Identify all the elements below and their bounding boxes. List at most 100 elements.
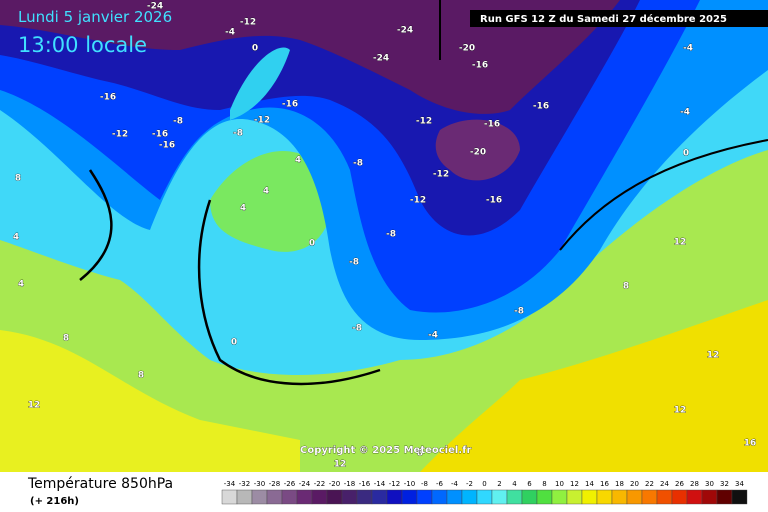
legend-label: -8 <box>421 480 428 488</box>
contour-label: -8 <box>233 129 243 139</box>
contour-label: -12 <box>410 196 426 206</box>
contour-label: 12 <box>28 401 41 411</box>
contour-label: 8 <box>623 282 629 292</box>
contour-label: -8 <box>173 117 183 127</box>
contour-label: -12 <box>112 130 128 140</box>
legend-swatch <box>566 489 583 505</box>
contour-label: 16 <box>744 439 757 449</box>
legend-label: -2 <box>466 480 473 488</box>
contour-label: 4 <box>240 204 246 214</box>
legend-label: 30 <box>705 480 714 488</box>
legend-swatch <box>671 489 688 505</box>
legend-swatch <box>536 489 553 505</box>
legend-label: -6 <box>436 480 444 488</box>
legend-swatch <box>476 489 493 505</box>
contour-label: -4 <box>680 108 690 118</box>
legend-label: -24 <box>299 480 311 488</box>
legend-swatch <box>611 489 628 505</box>
legend-swatch <box>386 489 403 505</box>
legend-label: -12 <box>389 480 400 488</box>
contour-labels: -24-12-24-20-16-24-40 -4-16-8-12 -16-16-16… <box>13 1 757 470</box>
contour-label: -16 <box>152 130 168 140</box>
legend-label: 12 <box>570 480 579 488</box>
legend-swatch <box>416 489 433 505</box>
color-legend: -34 -32 -30 -28 -26 -24 -22 -20 -18 -16 -14 -12 -10-… <box>221 480 748 505</box>
legend-label: -28 <box>269 480 280 488</box>
contour-label: 0 <box>252 44 258 54</box>
lead-time: (+ 216h) <box>30 496 79 507</box>
contour-label: -8 <box>352 324 362 334</box>
legend-label: 24 <box>660 480 669 488</box>
legend-label: -10 <box>404 480 415 488</box>
local-time: 13:00 locale <box>18 33 147 57</box>
legend-label: 28 <box>690 480 699 488</box>
contour-label: -16 <box>100 93 116 103</box>
contour-label: 0 <box>309 239 315 249</box>
legend-label: 4 <box>512 480 517 488</box>
contour-label: -8 <box>386 230 396 240</box>
legend-swatch <box>221 489 238 505</box>
legend-swatch <box>521 489 538 505</box>
contour-label: 0 <box>231 338 237 348</box>
contour-label: -12 <box>433 170 449 180</box>
run-bar <box>470 10 768 27</box>
contour-label: 12 <box>334 460 347 470</box>
contour-label: -16 <box>159 141 175 151</box>
contour-label: 8 <box>15 174 21 184</box>
legend-label: -26 <box>284 480 296 488</box>
legend-label: 16 <box>600 480 609 488</box>
legend-label: 26 <box>675 480 684 488</box>
legend-label: 2 <box>497 480 501 488</box>
legend-label: 18 <box>615 480 624 488</box>
contour-label: 12 <box>674 238 687 248</box>
legend-label: -32 <box>239 480 250 488</box>
contour-label: -8 <box>349 258 359 268</box>
contour-label: -16 <box>533 102 549 112</box>
legend-label: 32 <box>720 480 729 488</box>
legend-swatch <box>461 489 478 505</box>
contour-label: 8 <box>417 449 423 459</box>
legend-swatch <box>311 489 328 505</box>
contour-label: -8 <box>353 159 363 169</box>
legend-swatch <box>626 489 643 505</box>
legend-swatch <box>371 489 388 505</box>
contour-label: 4 <box>263 187 269 197</box>
legend-swatch <box>431 489 448 505</box>
contour-label: 4 <box>295 156 301 166</box>
legend-swatch <box>641 489 658 505</box>
contour-label: -24 <box>397 26 413 36</box>
legend-swatch <box>251 489 268 505</box>
legend-swatch <box>656 489 673 505</box>
contour-label: -20 <box>459 44 475 54</box>
contour-label: 12 <box>707 351 720 361</box>
legend-label: -4 <box>451 480 459 488</box>
legend-swatch <box>581 489 598 505</box>
date: Lundi 5 janvier 2026 <box>18 8 172 26</box>
legend-swatch <box>266 489 283 505</box>
map-background <box>0 0 768 472</box>
contour-label: 12 <box>674 406 687 416</box>
legend-swatch <box>446 489 463 505</box>
contour-label: -16 <box>484 120 500 130</box>
contour-label: -4 <box>225 28 235 38</box>
legend-label: 10 <box>555 480 564 488</box>
legend-label: 0 <box>482 480 486 488</box>
legend-label: 20 <box>630 480 639 488</box>
legend-swatch <box>341 489 358 505</box>
legend-label: 8 <box>542 480 546 488</box>
legend-swatch <box>491 489 508 505</box>
legend-label: -14 <box>374 480 386 488</box>
contour-label: -20 <box>470 148 486 158</box>
legend-swatch <box>326 489 343 505</box>
legend-swatch <box>701 489 718 505</box>
legend-label: 14 <box>585 480 594 488</box>
contour-label: 4 <box>18 280 24 290</box>
legend-swatch <box>551 489 568 505</box>
legend-label: -20 <box>329 480 340 488</box>
copyright: Copyright © 2025 Meteociel.fr <box>300 445 471 456</box>
legend-swatch <box>296 489 313 505</box>
contour-label: 0 <box>683 149 689 159</box>
legend-label: -16 <box>359 480 371 488</box>
